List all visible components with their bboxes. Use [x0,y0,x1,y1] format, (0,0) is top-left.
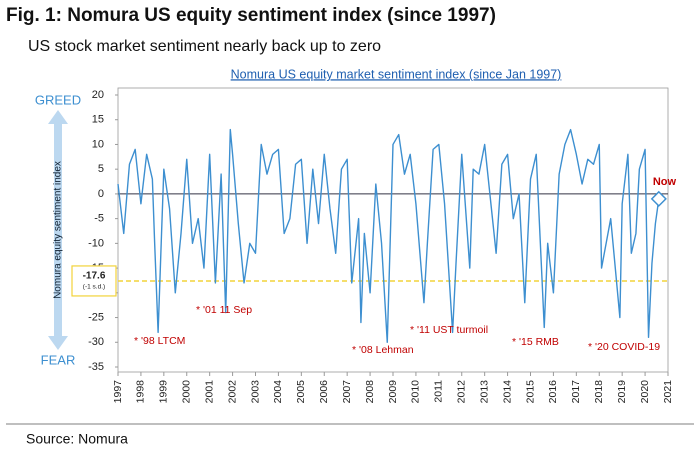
x-tick-label: 2019 [616,380,628,404]
x-tick-label: 1999 [158,380,170,404]
x-tick-label: 2009 [387,380,399,404]
x-tick-label: 2006 [318,380,330,404]
x-tick-label: 2002 [226,380,238,404]
x-tick-label: 2016 [547,380,559,404]
chart-title: Nomura US equity market sentiment index … [231,67,562,81]
now-marker [650,190,667,207]
x-tick-label: 2005 [295,380,307,404]
x-tick-label: 2013 [478,380,490,404]
y-tick-label: 0 [98,188,104,200]
x-tick-label: 2020 [639,380,651,404]
x-tick-label: 2004 [272,380,284,404]
annotation: * '15 RMB [512,336,559,348]
annotation: * '98 LTCM [134,335,185,347]
x-tick-label: 2011 [433,380,445,403]
y-axis-label: Nomura equity sentiment index [53,161,64,299]
annotation: * '01 11 Sep [196,304,252,316]
x-tick-label: 2017 [570,380,582,404]
figure-title: Fig. 1: Nomura US equity sentiment index… [6,5,496,26]
x-tick-label: 2001 [203,380,215,404]
y-tick-label: -10 [88,237,104,249]
y-tick-label: -5 [94,213,104,225]
y-tick-label: -25 [88,311,104,323]
x-tick-label: 2012 [456,380,468,404]
y-tick-label: 10 [92,138,104,150]
annotation: * '11 UST turmoil [410,324,488,336]
series-line [117,128,660,343]
y-tick-label: 5 [98,163,104,175]
y-tick-label: -30 [88,336,104,348]
annotation: * '08 Lehman [352,344,414,356]
y-tick-label: 20 [92,89,104,101]
greed-label: GREED [35,92,81,107]
x-tick-label: 2000 [181,380,193,404]
plot-frame [117,87,669,373]
x-tick-label: 1998 [135,380,147,404]
y-tick-label: -35 [88,361,104,373]
arrow [48,110,68,350]
x-tick-label: 2014 [501,380,513,404]
x-tick-label: 1997 [112,380,124,404]
threshold-note: (-1 s.d.) [83,284,105,291]
source: Source: Nomura [26,431,128,447]
now-label: Now [653,176,677,188]
x-tick-label: 2008 [364,380,376,404]
x-tick-label: 2018 [593,380,605,404]
fear-label: FEAR [41,352,76,367]
threshold-label: -17.6 [83,271,106,282]
x-tick-label: 2021 [662,380,674,404]
threshold-box [71,265,117,297]
x-tick-label: 2015 [524,380,536,404]
y-tick-label: 15 [92,114,104,126]
x-tick-label: 2007 [341,380,353,404]
x-tick-label: 2003 [249,380,261,404]
annotation: * '20 COVID-19 [588,341,660,353]
subtitle: US stock market sentiment nearly back up… [28,38,381,55]
x-tick-label: 2010 [410,380,422,404]
